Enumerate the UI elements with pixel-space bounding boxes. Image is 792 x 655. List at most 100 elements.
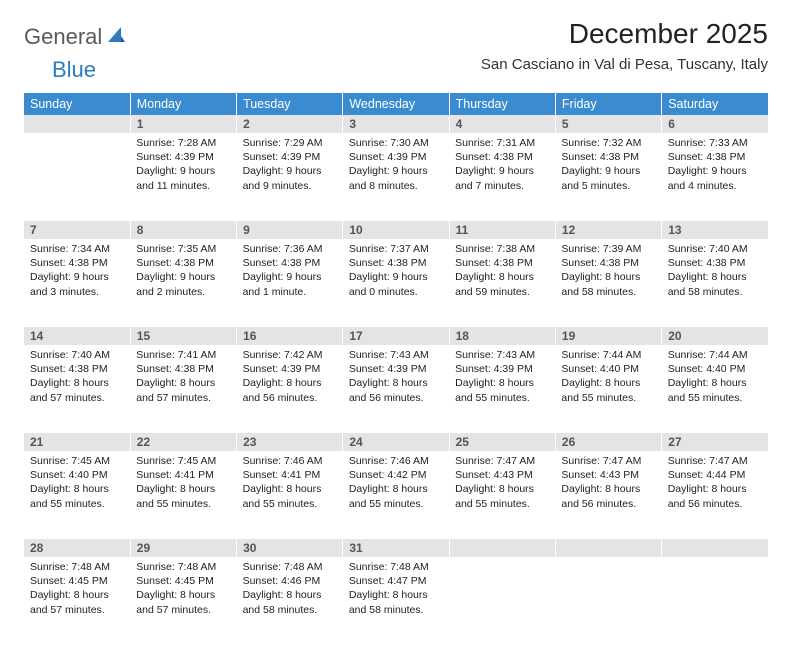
daynum-cell: 31 [343, 539, 449, 557]
day-line: Sunset: 4:40 PM [561, 362, 655, 376]
day-cell [449, 557, 555, 645]
day-cell-body [24, 133, 130, 142]
day-line: Sunrise: 7:46 AM [243, 454, 337, 468]
day-cell-body: Sunrise: 7:39 AMSunset: 4:38 PMDaylight:… [555, 239, 661, 305]
day-line: and 55 minutes. [349, 497, 443, 511]
day-line: Sunrise: 7:39 AM [561, 242, 655, 256]
day-cell-body: Sunrise: 7:38 AMSunset: 4:38 PMDaylight:… [449, 239, 555, 305]
day-line: Sunrise: 7:48 AM [243, 560, 337, 574]
day-cell: Sunrise: 7:35 AMSunset: 4:38 PMDaylight:… [130, 239, 236, 327]
day-cell: Sunrise: 7:30 AMSunset: 4:39 PMDaylight:… [343, 133, 449, 221]
week-3-content: Sunrise: 7:45 AM Sunset: 4:40 PM Daylight:… [24, 451, 768, 539]
day-line: Sunset: 4:38 PM [668, 150, 762, 164]
day-cell-body: Sunrise: 7:33 AMSunset: 4:38 PMDaylight:… [662, 133, 768, 199]
day-line: Sunrise: 7:29 AM [243, 136, 337, 150]
day-line: Sunset: 4:38 PM [30, 362, 124, 376]
daynum-cell: 9 [237, 221, 343, 239]
day-line: and 8 minutes. [349, 179, 443, 193]
day-line: Daylight: 9 hours [243, 270, 337, 284]
daynum-cell: 3 [343, 115, 449, 133]
day-line: Sunrise: 7:34 AM [30, 242, 124, 256]
day-line: Sunset: 4:38 PM [136, 362, 230, 376]
daynum-cell: 23 [237, 433, 343, 451]
day-line: Daylight: 8 hours [455, 482, 549, 496]
day-line: Sunset: 4:39 PM [349, 150, 443, 164]
day-cell: Sunrise: 7:29 AMSunset: 4:39 PMDaylight:… [237, 133, 343, 221]
day-cell-body: Sunrise: 7:48 AMSunset: 4:45 PMDaylight:… [130, 557, 236, 623]
day-line: Sunset: 4:39 PM [243, 362, 337, 376]
day-line: and 4 minutes. [668, 179, 762, 193]
day-cell: Sunrise: 7:41 AMSunset: 4:38 PMDaylight:… [130, 345, 236, 433]
day-line: Sunset: 4:45 PM [136, 574, 230, 588]
day-line: and 55 minutes. [30, 497, 124, 511]
day-line: Daylight: 9 hours [349, 164, 443, 178]
day-cell: Sunrise: 7:47 AMSunset: 4:44 PMDaylight:… [662, 451, 768, 539]
day-line: Sunrise: 7:30 AM [349, 136, 443, 150]
day-line: Sunrise: 7:43 AM [349, 348, 443, 362]
day-cell-body: Sunrise: 7:47 AMSunset: 4:43 PMDaylight:… [555, 451, 661, 517]
day-line: Daylight: 9 hours [561, 164, 655, 178]
day-line: and 58 minutes. [668, 285, 762, 299]
day-line: Sunset: 4:38 PM [561, 256, 655, 270]
day-line: Daylight: 9 hours [243, 164, 337, 178]
day-cell-body: Sunrise: 7:48 AMSunset: 4:46 PMDaylight:… [237, 557, 343, 623]
week-2-daynums: 14151617181920 [24, 327, 768, 345]
day-cell-body [449, 557, 555, 566]
day-cell-body: Sunrise: 7:48 AMSunset: 4:47 PMDaylight:… [343, 557, 449, 623]
day-cell-body: Sunrise: 7:29 AMSunset: 4:39 PMDaylight:… [237, 133, 343, 199]
day-line: Sunrise: 7:45 AM [136, 454, 230, 468]
day-cell: Sunrise: 7:40 AMSunset: 4:38 PMDaylight:… [24, 345, 130, 433]
day-line: Sunset: 4:41 PM [136, 468, 230, 482]
day-line: Sunrise: 7:37 AM [349, 242, 443, 256]
day-line: and 58 minutes. [349, 603, 443, 617]
day-line: Sunrise: 7:33 AM [668, 136, 762, 150]
day-line: Sunset: 4:38 PM [455, 150, 549, 164]
day-cell: Sunrise: 7:46 AMSunset: 4:42 PMDaylight:… [343, 451, 449, 539]
daynum-cell: 28 [24, 539, 130, 557]
day-cell-body: Sunrise: 7:43 AMSunset: 4:39 PMDaylight:… [343, 345, 449, 411]
day-line: Sunset: 4:43 PM [561, 468, 655, 482]
daynum-cell: 11 [449, 221, 555, 239]
day-cell-body: Sunrise: 7:32 AMSunset: 4:38 PMDaylight:… [555, 133, 661, 199]
day-line: Daylight: 8 hours [349, 376, 443, 390]
day-cell-body: Sunrise: 7:37 AMSunset: 4:38 PMDaylight:… [343, 239, 449, 305]
day-line: Daylight: 8 hours [349, 482, 443, 496]
day-cell: Sunrise: 7:39 AMSunset: 4:38 PMDaylight:… [555, 239, 661, 327]
day-cell-body: Sunrise: 7:40 AMSunset: 4:38 PMDaylight:… [24, 345, 130, 411]
day-line: Sunset: 4:39 PM [455, 362, 549, 376]
day-line: Sunset: 4:41 PM [243, 468, 337, 482]
location-subtitle: San Casciano in Val di Pesa, Tuscany, It… [481, 56, 768, 73]
day-cell: Sunrise: 7:48 AMSunset: 4:45 PMDaylight:… [130, 557, 236, 645]
day-cell-body: Sunrise: 7:46 AMSunset: 4:41 PMDaylight:… [237, 451, 343, 517]
daynum-cell: 22 [130, 433, 236, 451]
brand-logo: General [24, 18, 128, 50]
brand-general: General [24, 24, 102, 50]
day-line: Sunset: 4:39 PM [243, 150, 337, 164]
day-line: Sunset: 4:43 PM [455, 468, 549, 482]
daynum-cell: 21 [24, 433, 130, 451]
sail-icon [106, 25, 126, 50]
day-line: Sunset: 4:40 PM [30, 468, 124, 482]
week-1-daynums: 78910111213 [24, 221, 768, 239]
day-cell-body: Sunrise: 7:41 AMSunset: 4:38 PMDaylight:… [130, 345, 236, 411]
day-line: and 55 minutes. [668, 391, 762, 405]
daynum-cell: 25 [449, 433, 555, 451]
daynum-cell: 29 [130, 539, 236, 557]
day-cell-body: Sunrise: 7:45 AMSunset: 4:40 PMDaylight:… [24, 451, 130, 517]
day-line: Daylight: 9 hours [455, 164, 549, 178]
day-line: Daylight: 8 hours [455, 376, 549, 390]
daynum-cell: 26 [555, 433, 661, 451]
calendar-table: SundayMondayTuesdayWednesdayThursdayFrid… [24, 93, 768, 645]
day-cell-body: Sunrise: 7:34 AMSunset: 4:38 PMDaylight:… [24, 239, 130, 305]
day-cell: Sunrise: 7:42 AMSunset: 4:39 PMDaylight:… [237, 345, 343, 433]
day-line: Sunrise: 7:47 AM [561, 454, 655, 468]
day-cell: Sunrise: 7:40 AMSunset: 4:38 PMDaylight:… [662, 239, 768, 327]
day-cell: Sunrise: 7:31 AMSunset: 4:38 PMDaylight:… [449, 133, 555, 221]
day-line: Sunset: 4:44 PM [668, 468, 762, 482]
daynum-cell: 8 [130, 221, 236, 239]
day-cell: Sunrise: 7:33 AMSunset: 4:38 PMDaylight:… [662, 133, 768, 221]
day-line: Sunrise: 7:31 AM [455, 136, 549, 150]
day-line: Sunrise: 7:48 AM [30, 560, 124, 574]
day-line: and 55 minutes. [136, 497, 230, 511]
day-line: Daylight: 8 hours [561, 376, 655, 390]
